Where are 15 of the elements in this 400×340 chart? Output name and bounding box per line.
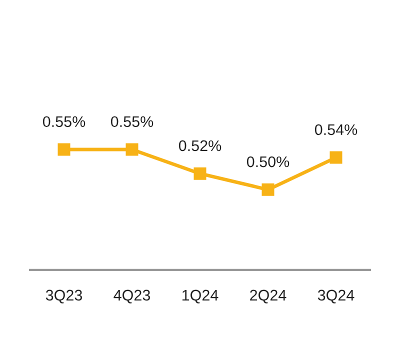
data-label: 0.55% — [110, 116, 154, 128]
x-tick-label: 1Q24 — [182, 290, 218, 304]
point — [126, 143, 138, 156]
point — [58, 143, 70, 156]
data-label: 0.54% — [314, 124, 358, 136]
data-label: 0.50% — [246, 156, 290, 168]
data-label: 0.55% — [42, 116, 86, 128]
x-tick-label: 2Q24 — [250, 290, 286, 304]
x-tick-label: 3Q23 — [46, 290, 82, 304]
x-tick-label: 3Q24 — [318, 290, 354, 304]
x-tick-label: 4Q23 — [114, 290, 150, 304]
point — [330, 151, 342, 164]
point — [194, 167, 206, 180]
point — [262, 183, 274, 196]
data-label: 0.52% — [178, 140, 222, 152]
